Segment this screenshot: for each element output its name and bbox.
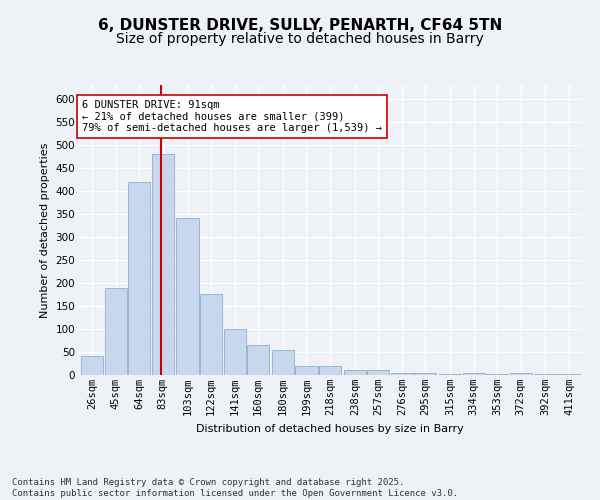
Bar bbox=[463, 372, 485, 375]
Bar bbox=[247, 345, 269, 375]
Text: 6, DUNSTER DRIVE, SULLY, PENARTH, CF64 5TN: 6, DUNSTER DRIVE, SULLY, PENARTH, CF64 5… bbox=[98, 18, 502, 32]
Y-axis label: Number of detached properties: Number of detached properties bbox=[40, 142, 50, 318]
Bar bbox=[558, 374, 580, 375]
Text: 6 DUNSTER DRIVE: 91sqm
← 21% of detached houses are smaller (399)
79% of semi-de: 6 DUNSTER DRIVE: 91sqm ← 21% of detached… bbox=[82, 100, 382, 133]
Bar bbox=[81, 356, 103, 375]
Bar bbox=[344, 370, 366, 375]
Bar bbox=[439, 374, 461, 375]
Bar bbox=[535, 374, 557, 375]
X-axis label: Distribution of detached houses by size in Barry: Distribution of detached houses by size … bbox=[196, 424, 464, 434]
Bar bbox=[319, 366, 341, 375]
Bar bbox=[295, 366, 317, 375]
Bar bbox=[200, 294, 222, 375]
Bar bbox=[128, 182, 151, 375]
Bar bbox=[104, 288, 127, 375]
Text: Contains HM Land Registry data © Crown copyright and database right 2025.
Contai: Contains HM Land Registry data © Crown c… bbox=[12, 478, 458, 498]
Bar bbox=[414, 372, 436, 375]
Bar bbox=[391, 372, 413, 375]
Bar bbox=[152, 154, 174, 375]
Bar bbox=[509, 372, 532, 375]
Bar bbox=[272, 350, 294, 375]
Bar bbox=[224, 329, 246, 375]
Bar bbox=[367, 370, 389, 375]
Text: Size of property relative to detached houses in Barry: Size of property relative to detached ho… bbox=[116, 32, 484, 46]
Bar bbox=[486, 374, 508, 375]
Bar bbox=[176, 218, 199, 375]
